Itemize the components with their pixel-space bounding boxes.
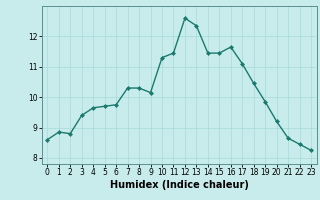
X-axis label: Humidex (Indice chaleur): Humidex (Indice chaleur) [110,180,249,190]
